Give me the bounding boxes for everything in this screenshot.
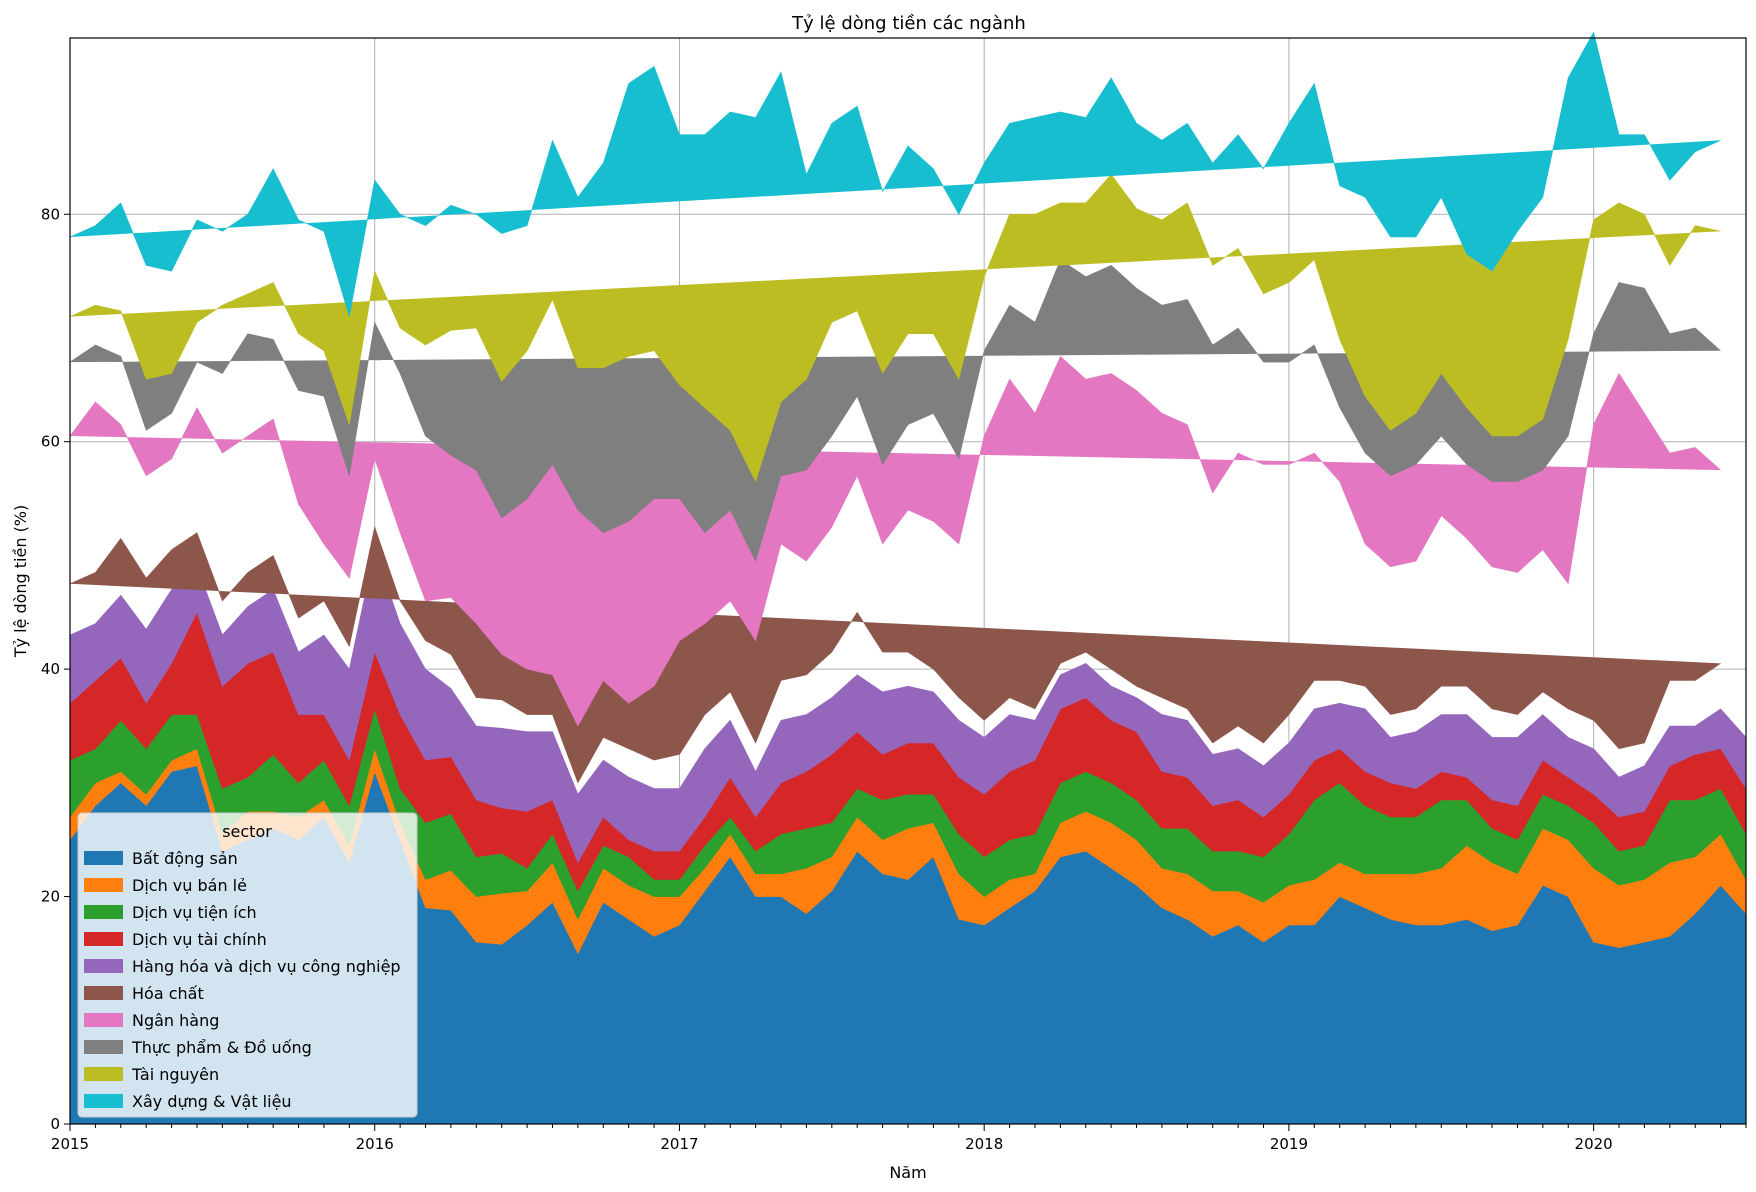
area-7 xyxy=(69,259,1721,562)
legend-swatch xyxy=(84,851,123,865)
x-tick-label: 2015 xyxy=(51,1135,89,1153)
legend-swatch xyxy=(84,1094,123,1108)
legend-swatch xyxy=(84,986,123,1000)
x-tick-label: 2018 xyxy=(965,1135,1003,1153)
legend-swatch xyxy=(84,1013,123,1027)
x-tick-label: 2020 xyxy=(1575,1135,1613,1153)
legend-label: Dịch vụ bán lẻ xyxy=(132,876,247,895)
legend-swatch xyxy=(84,878,123,892)
legend-box xyxy=(77,812,418,1118)
stacked-areas xyxy=(69,31,1747,1125)
legend-label: Hàng hóa và dịch vụ công nghiệp xyxy=(132,957,401,976)
y-axis-ticks: 0 20 40 60 80 xyxy=(41,205,70,1133)
legend-swatch xyxy=(84,1067,123,1081)
y-tick-label: 60 xyxy=(41,433,60,451)
legend-label: Tài nguyên xyxy=(131,1065,219,1084)
y-tick-label: 20 xyxy=(41,888,60,906)
y-tick-label: 80 xyxy=(41,205,60,223)
legend-swatch xyxy=(84,932,123,946)
legend-swatch xyxy=(84,905,123,919)
legend-title: sector xyxy=(222,822,272,841)
x-axis-label: Năm xyxy=(889,1163,926,1182)
legend-label: Dịch vụ tài chính xyxy=(132,930,267,949)
legend-swatch xyxy=(84,959,123,973)
legend: sector Bất động sản Dịch vụ bán lẻ Dịch vụ … xyxy=(77,812,418,1118)
area-8 xyxy=(69,174,1721,483)
legend-swatch xyxy=(84,1040,123,1054)
legend-label: Xây dựng & Vật liệu xyxy=(132,1092,292,1111)
x-tick-label: 2017 xyxy=(660,1135,698,1153)
y-axis-label: Tỷ lệ dòng tiền (%) xyxy=(11,505,30,659)
y-tick-label: 0 xyxy=(50,1115,60,1133)
x-tick-label: 2016 xyxy=(356,1135,394,1153)
chart-title: Tỷ lệ dòng tiền các ngành xyxy=(791,13,1026,34)
y-tick-label: 40 xyxy=(41,660,60,678)
legend-label: Thực phẩm & Đồ uống xyxy=(131,1038,312,1057)
legend-label: Hóa chất xyxy=(132,984,204,1003)
x-tick-label: 2019 xyxy=(1270,1135,1308,1153)
legend-label: Dịch vụ tiện ích xyxy=(132,903,257,922)
area-9 xyxy=(69,31,1721,317)
legend-label: Ngân hàng xyxy=(132,1011,219,1030)
legend-label: Bất động sản xyxy=(132,849,238,868)
area-5 xyxy=(69,525,1721,784)
x-axis-ticks: 2015 2016 2017 2018 2019 2020 xyxy=(51,1124,1747,1153)
